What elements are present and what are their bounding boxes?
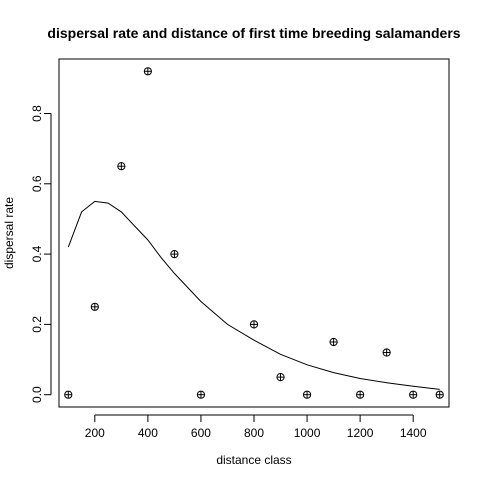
data-point bbox=[329, 337, 338, 347]
x-tick-label: 200 bbox=[85, 426, 105, 440]
data-point bbox=[382, 348, 391, 357]
data-point bbox=[117, 162, 126, 171]
data-point bbox=[409, 390, 418, 399]
data-point bbox=[196, 390, 206, 399]
data-point bbox=[170, 249, 179, 259]
x-tick-label: 800 bbox=[244, 426, 264, 440]
y-axis-label: dispersal rate bbox=[2, 197, 16, 269]
data-point bbox=[90, 302, 99, 311]
data-point bbox=[276, 373, 285, 382]
fit-line-group bbox=[67, 200, 440, 390]
plot-box bbox=[58, 58, 450, 408]
x-tick-label: 1000 bbox=[294, 426, 321, 440]
fit-curve bbox=[67, 200, 440, 390]
y-tick-label: 0.6 bbox=[30, 175, 44, 192]
y-tick-label: 0.2 bbox=[30, 316, 44, 333]
data-point bbox=[302, 390, 312, 399]
data-point bbox=[64, 390, 73, 399]
data-point bbox=[143, 67, 152, 76]
data-point bbox=[249, 320, 259, 329]
y-axis: 0.0 0.2 0.4 0.6 0.8 bbox=[30, 105, 52, 403]
data-points bbox=[64, 67, 444, 399]
y-tick-label: 0.4 bbox=[30, 245, 44, 262]
data-point bbox=[356, 390, 365, 399]
y-tick-label: 0.8 bbox=[30, 105, 44, 122]
chart-title: dispersal rate and distance of first tim… bbox=[47, 25, 460, 41]
y-tick-label: 0.0 bbox=[30, 386, 44, 403]
data-point bbox=[435, 390, 444, 399]
x-tick-label: 1200 bbox=[347, 426, 374, 440]
x-tick-label: 400 bbox=[138, 426, 158, 440]
x-tick-label: 1400 bbox=[400, 426, 427, 440]
x-axis-label: distance class bbox=[216, 453, 291, 467]
x-axis: 200 400 600 800 1000 1200 1400 bbox=[85, 414, 427, 440]
x-tick-label: 600 bbox=[191, 426, 211, 440]
